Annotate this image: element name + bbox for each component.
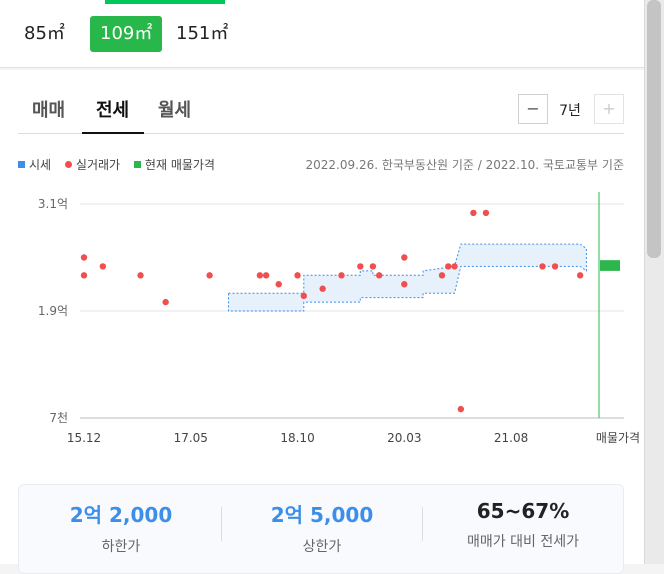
chart-legend: 시세 실거래가 현재 매물가격 bbox=[18, 156, 225, 173]
deal-point bbox=[401, 254, 408, 261]
summary-upper: 2억 5,000 상한가 bbox=[222, 499, 422, 556]
lower-price-value: 2억 2,000 bbox=[69, 503, 173, 527]
listing-price-legend-icon bbox=[133, 161, 141, 168]
deal-point bbox=[162, 298, 169, 306]
deal-point bbox=[300, 292, 308, 300]
deal-type-tabs: 매매 전세 월세 bbox=[18, 92, 624, 134]
y-tick-label: 1.9억 bbox=[38, 304, 68, 318]
x-end-label: 매물가격 bbox=[596, 431, 640, 445]
market-price-legend-icon bbox=[18, 161, 25, 168]
deal-point bbox=[357, 263, 364, 270]
deal-point bbox=[451, 263, 458, 270]
summary-divider bbox=[221, 507, 222, 541]
deal-point bbox=[457, 405, 465, 413]
tab-monthly-rent[interactable]: 월세 bbox=[158, 100, 192, 121]
legend-listing-price: 현재 매물가격 bbox=[144, 158, 215, 172]
tab-jeonse[interactable]: 전세 bbox=[96, 100, 130, 121]
summary-box: 2억 2,000 하한가 2억 5,000 상한가 65~67% 매매가 대비 … bbox=[18, 484, 624, 574]
summary-ratio: 65~67% 매매가 대비 전세가 bbox=[423, 499, 623, 551]
deal-point bbox=[294, 272, 301, 279]
deal-point bbox=[99, 263, 107, 270]
period-value: 7년 bbox=[559, 103, 581, 119]
deal-point bbox=[482, 209, 490, 217]
deal-point bbox=[369, 263, 377, 270]
area-option-151[interactable]: 151㎡ bbox=[176, 23, 229, 44]
x-tick-label: 18.10 bbox=[280, 431, 314, 445]
data-basis-note: 2022.09.26. 한국부동산원 기준 / 2022.10. 국토교통부 기… bbox=[305, 158, 625, 172]
deal-point bbox=[80, 272, 88, 279]
deal-point bbox=[338, 272, 345, 279]
period-increase-button[interactable]: + bbox=[594, 94, 624, 124]
area-option-109[interactable]: 109㎡ bbox=[90, 16, 163, 52]
deal-point bbox=[80, 254, 88, 261]
deal-point bbox=[401, 281, 408, 288]
active-section-indicator bbox=[105, 0, 225, 4]
price-panel: 매매 전세 월세 − 7년 + 시세 실거래가 현재 매물가격 2022.09.… bbox=[0, 70, 644, 574]
legend-deal-price: 실거래가 bbox=[75, 158, 121, 172]
period-decrease-button[interactable]: − bbox=[518, 94, 548, 124]
deal-price-legend-icon bbox=[64, 161, 72, 168]
market-price-band bbox=[228, 243, 587, 312]
jeonse-ratio-value: 65~67% bbox=[476, 499, 570, 523]
deal-point bbox=[470, 209, 477, 217]
deal-point bbox=[445, 263, 452, 270]
jeonse-ratio-label: 매매가 대비 전세가 bbox=[467, 534, 579, 550]
summary-divider bbox=[422, 507, 423, 541]
deal-point bbox=[275, 281, 282, 288]
y-tick-label: 3.1억 bbox=[38, 197, 68, 211]
deal-point bbox=[262, 272, 270, 279]
deal-point bbox=[137, 272, 144, 279]
deal-point bbox=[256, 272, 264, 279]
listing-price-bar bbox=[600, 260, 620, 271]
upper-price-label: 상한가 bbox=[302, 539, 342, 555]
area-selector-bar: 85㎡ 109㎡ 151㎡ bbox=[0, 0, 644, 68]
deal-point bbox=[319, 285, 326, 292]
tab-active-underline bbox=[82, 132, 144, 134]
y-tick-label: 7천 bbox=[49, 410, 68, 425]
x-tick-label: 17.05 bbox=[174, 431, 208, 445]
area-option-85[interactable]: 85㎡ bbox=[24, 23, 65, 44]
deal-point bbox=[539, 263, 546, 270]
deal-point bbox=[551, 263, 559, 270]
summary-lower: 2억 2,000 하한가 bbox=[21, 499, 221, 556]
deal-point bbox=[375, 272, 383, 279]
deal-point bbox=[576, 272, 584, 279]
deal-point bbox=[438, 272, 446, 279]
x-tick-label: 20.03 bbox=[387, 431, 421, 445]
scrollbar-thumb[interactable] bbox=[647, 0, 661, 258]
upper-price-value: 2억 5,000 bbox=[270, 503, 374, 527]
x-tick-label: 15.12 bbox=[67, 431, 101, 445]
x-tick-label: 21.08 bbox=[494, 431, 528, 445]
tab-sale[interactable]: 매매 bbox=[32, 100, 66, 121]
lower-price-label: 하한가 bbox=[101, 539, 141, 555]
legend-market-price: 시세 bbox=[29, 158, 52, 172]
price-chart: 3.1억 1.9억 7천 15.12 17.05 18.10 20.03 21.08 매물가격 bbox=[38, 192, 640, 445]
deal-point bbox=[206, 272, 213, 279]
